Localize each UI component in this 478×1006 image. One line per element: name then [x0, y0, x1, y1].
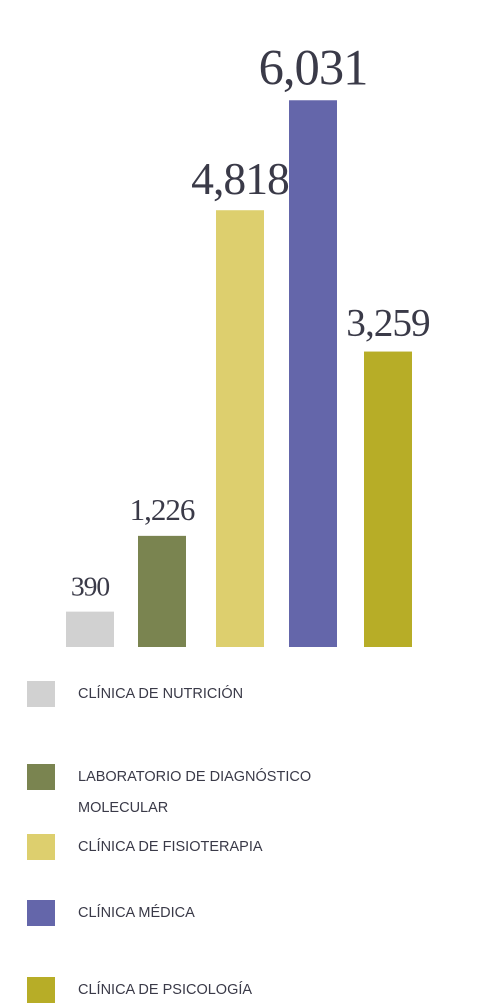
legend-label: CLÍNICA MÉDICA [78, 905, 195, 921]
value-label: 6,031 [259, 39, 368, 95]
legend-label: CLÍNICA DE NUTRICIÓN [78, 686, 244, 702]
legend-item: CLÍNICA DE NUTRICIÓN [27, 681, 243, 710]
legend-item: CLÍNICA MÉDICA [27, 900, 195, 929]
legend-label: CLÍNICA DE FISIOTERAPIA [78, 839, 263, 855]
legend-item: CLÍNICA DE PSICOLOGÍA [27, 977, 252, 1006]
value-label: 4,818 [191, 153, 289, 204]
legend-swatch [27, 977, 55, 1003]
legend-swatch [27, 764, 55, 790]
bar [364, 351, 412, 647]
legend-item: LABORATORIO DE DIAGNÓSTICO MOLECULAR [27, 764, 340, 824]
legend-swatch [27, 900, 55, 926]
legend-item: CLÍNICA DE FISIOTERAPIA [27, 834, 263, 863]
legend-label: CLÍNICA DE PSICOLOGÍA [78, 982, 253, 998]
chart: 390 1,226 4,818 6,031 3,259 [66, 39, 431, 648]
value-label: 3,259 [346, 302, 430, 345]
legend-label: LABORATORIO DE DIAGNÓSTICO MOLECULAR [78, 769, 312, 816]
bar [289, 100, 337, 647]
legend-swatch [27, 681, 55, 707]
bar [216, 210, 264, 648]
value-label: 1,226 [130, 492, 195, 527]
legend-swatch [27, 834, 55, 860]
value-label: 390 [71, 571, 110, 602]
bar [138, 535, 186, 647]
bar [66, 611, 114, 647]
